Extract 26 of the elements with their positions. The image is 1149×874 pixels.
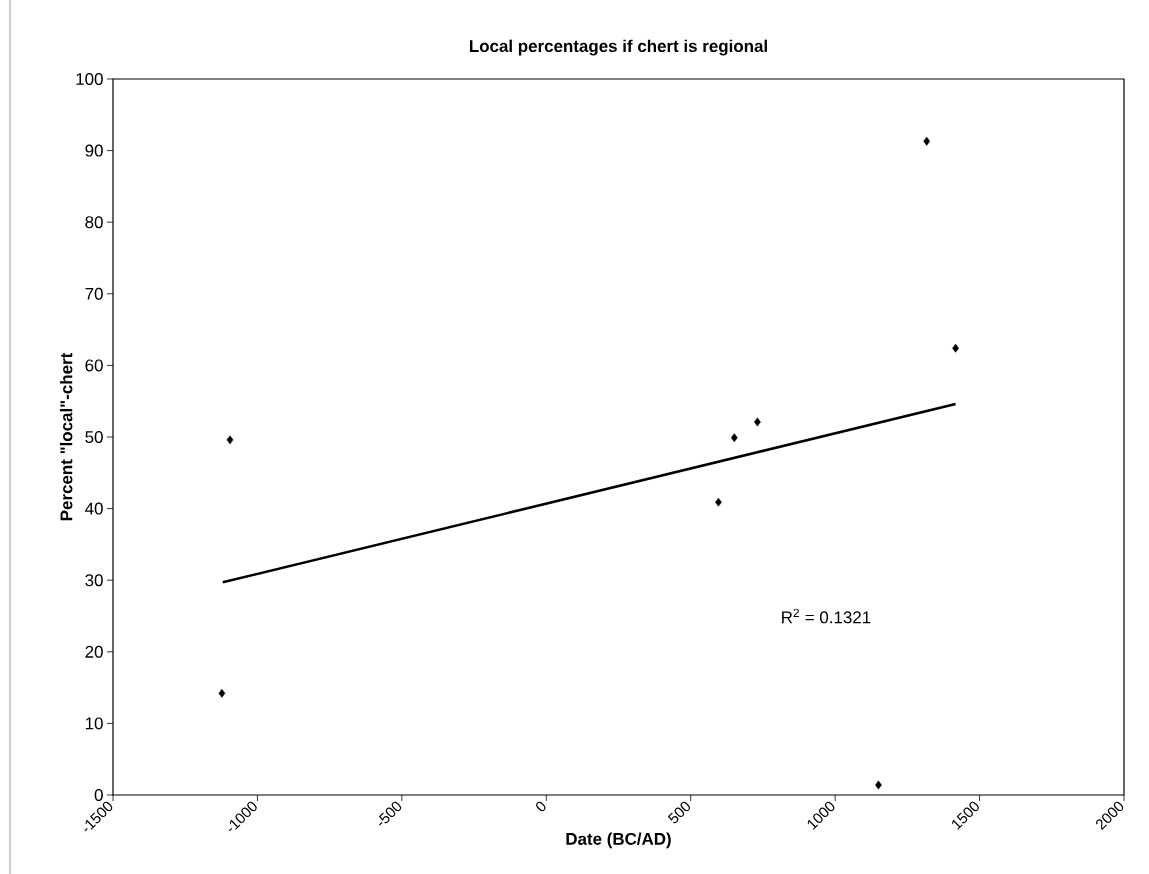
point (218, 688, 226, 698)
y-tick-label: 30 (85, 574, 103, 587)
y-tick-label: 20 (85, 645, 103, 658)
point (730, 433, 738, 443)
point (875, 780, 882, 790)
y-tick-label: 80 (85, 216, 103, 229)
annotation: R$^{2}$ = 0.1321 (782, 608, 871, 624)
x-tick-label: -500 (378, 801, 402, 826)
point (754, 417, 761, 427)
point (715, 497, 722, 507)
y-tick-label: 40 (85, 502, 103, 515)
y-tick-label: 0 (94, 789, 103, 801)
y-tick-label: 50 (85, 431, 103, 443)
y-tick-label: 60 (85, 359, 103, 372)
x-tick-label: 0 (536, 801, 546, 812)
x-tick-label: 500 (667, 801, 690, 824)
y-tick-label: 70 (85, 287, 103, 300)
chart-title: Local percentages if chert is regional (469, 39, 767, 56)
point (923, 136, 931, 146)
y-tick-label: 100 (76, 72, 103, 85)
x-axis-title: Date (BC/AD) (566, 832, 671, 849)
y-axis-title: Percent "local"-chert (59, 352, 73, 521)
point (226, 435, 234, 445)
y-tick-label: 90 (85, 144, 103, 157)
y-tick-label: 10 (85, 717, 103, 730)
point (952, 343, 959, 353)
